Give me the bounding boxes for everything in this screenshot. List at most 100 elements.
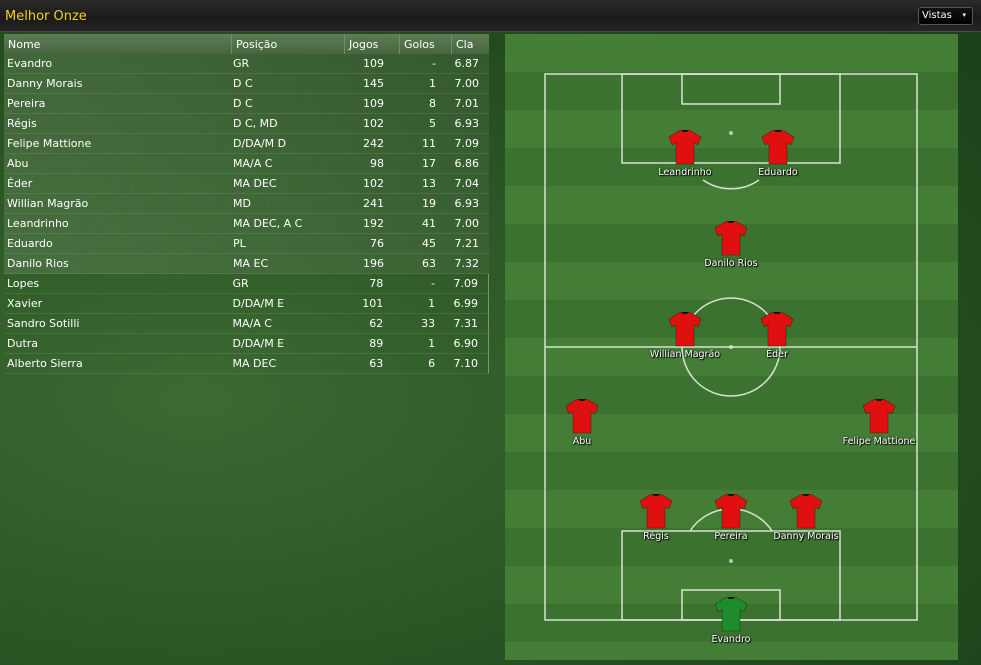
goals-cell: 13: [422, 177, 436, 190]
position-cell: GR: [233, 57, 250, 70]
games-cell: 89: [369, 337, 384, 350]
games-cell: 63: [369, 357, 384, 370]
table-row[interactable]: Pereira D C 109 8 7.01: [4, 94, 489, 114]
player-name-label: Danilo Rios: [704, 258, 758, 269]
pitch: Leandrinho Eduardo Danilo Rios Willian Magr…: [505, 34, 958, 660]
rating-cell: 7.01: [454, 97, 480, 110]
table-row[interactable]: Leandrinho MA DEC, A C 192 41 7.00: [4, 214, 489, 234]
player-name-cell: Dutra: [7, 337, 39, 350]
player-name-label: Eduardo: [758, 167, 798, 178]
table-row[interactable]: Alberto Sierra MA DEC 63 6 7.10: [4, 354, 489, 374]
player-name-cell: Danny Morais: [7, 77, 83, 90]
table-row[interactable]: Abu MA/A C 98 17 6.86: [4, 154, 489, 174]
rating-cell: 6.93: [454, 117, 480, 130]
rating-cell: 6.90: [453, 337, 479, 350]
goalkeeper-shirt-icon: [714, 597, 748, 632]
table-row[interactable]: Lopes GR 78 - 7.09: [4, 274, 489, 294]
goals-cell: 33: [421, 317, 436, 330]
player-name-label: Danny Morais: [773, 531, 839, 542]
rating-cell: 7.21: [454, 237, 480, 250]
player-marker[interactable]: Éder: [717, 312, 837, 360]
player-name-cell: Leandrinho: [7, 217, 69, 230]
table-row[interactable]: Eduardo PL 76 45 7.21: [4, 234, 489, 254]
position-cell: MA/A C: [233, 157, 273, 170]
shirt-icon: [565, 399, 599, 434]
player-marker[interactable]: Leandrinho: [625, 130, 745, 178]
shirt-icon: [668, 130, 702, 165]
views-dropdown-button[interactable]: Vistas ▾: [918, 7, 973, 25]
position-cell: D C: [233, 97, 253, 110]
games-cell: 109: [363, 57, 384, 70]
column-header-rating[interactable]: Cla: [456, 38, 474, 51]
column-header-position[interactable]: Posição: [232, 34, 345, 54]
rating-cell: 6.87: [454, 57, 480, 70]
player-name-label: Felipe Mattione: [842, 436, 916, 447]
rating-cell: 6.99: [453, 297, 479, 310]
player-marker[interactable]: Régis: [596, 494, 716, 542]
position-cell: PL: [233, 237, 246, 250]
column-header-goals[interactable]: Golos: [400, 34, 452, 54]
position-cell: MA EC: [233, 257, 269, 270]
player-name-cell: Evandro: [7, 57, 53, 70]
player-name-cell: Sandro Sotilli: [7, 317, 80, 330]
table-row[interactable]: Dutra D/DA/M E 89 1 6.90: [4, 334, 489, 354]
player-marker[interactable]: Abu: [522, 399, 642, 447]
player-marker[interactable]: Eduardo: [718, 130, 838, 178]
player-name-cell: Willian Magrão: [7, 197, 89, 210]
table-row[interactable]: Danny Morais D C 145 1 7.00: [4, 74, 489, 94]
table-row[interactable]: Willian Magrão MD 241 19 6.93: [4, 194, 489, 214]
grass-stripe: [505, 34, 958, 72]
games-cell: 109: [363, 97, 384, 110]
games-cell: 242: [363, 137, 384, 150]
player-name-cell: Danilo Rios: [7, 257, 69, 270]
rating-cell: 7.31: [453, 317, 479, 330]
player-name-cell: Abu: [7, 157, 29, 170]
player-name-cell: Pereira: [7, 97, 46, 110]
player-marker[interactable]: Pereira: [671, 494, 791, 542]
table-header: Nome Posição Jogos Golos Cla: [4, 34, 489, 54]
position-cell: GR: [232, 277, 249, 290]
games-cell: 102: [363, 117, 384, 130]
table-row[interactable]: Evandro GR 109 - 6.87: [4, 54, 489, 74]
table-row[interactable]: Sandro Sotilli MA/A C 62 33 7.31: [4, 314, 489, 334]
player-name-cell: Felipe Mattione: [7, 137, 92, 150]
table-row[interactable]: Éder MA DEC 102 13 7.04: [4, 174, 489, 194]
grass-stripe: [505, 338, 958, 376]
player-marker[interactable]: Danny Morais: [746, 494, 866, 542]
player-marker[interactable]: Willian Magrão: [625, 312, 745, 360]
player-name-cell: Xavier: [7, 297, 43, 310]
goals-cell: 41: [422, 217, 436, 230]
table-row[interactable]: Felipe Mattione D/DA/M D 242 11 7.09: [4, 134, 489, 154]
table-row[interactable]: Danilo Rios MA EC 196 63 7.32: [4, 254, 489, 274]
rating-cell: 7.09: [453, 277, 479, 290]
shirt-icon: [760, 312, 794, 347]
grass-stripe: [505, 186, 958, 224]
table-row[interactable]: Régis D C, MD 102 5 6.93: [4, 114, 489, 134]
player-name-label: Willian Magrão: [649, 349, 721, 360]
games-cell: 78: [369, 277, 384, 290]
shirt-icon: [862, 399, 896, 434]
position-cell: D/DA/M E: [232, 297, 285, 310]
player-marker[interactable]: Evandro: [671, 597, 791, 645]
goals-cell: 45: [422, 237, 436, 250]
shirt-icon: [668, 312, 702, 347]
rating-cell: 6.93: [454, 197, 480, 210]
column-header-name[interactable]: Nome: [4, 34, 232, 54]
rating-cell: 7.09: [454, 137, 480, 150]
table-row[interactable]: Xavier D/DA/M E 101 1 6.99: [4, 294, 489, 314]
grass-stripe: [505, 300, 958, 338]
player-name-label: Éder: [766, 349, 788, 360]
grass-stripe: [505, 262, 958, 300]
page-title: Melhor Onze: [5, 9, 87, 24]
position-cell: D/DA/M E: [232, 337, 285, 350]
views-button-label: Vistas: [922, 10, 952, 21]
position-cell: MA DEC, A C: [233, 217, 303, 230]
games-cell: 102: [363, 177, 384, 190]
player-marker[interactable]: Danilo Rios: [671, 221, 791, 269]
goals-cell: -: [431, 277, 436, 290]
position-cell: D C: [233, 77, 253, 90]
column-header-games[interactable]: Jogos: [345, 34, 400, 54]
player-marker[interactable]: Felipe Mattione: [819, 399, 939, 447]
position-cell: MA DEC: [233, 177, 277, 190]
goals-cell: 6: [428, 357, 436, 370]
